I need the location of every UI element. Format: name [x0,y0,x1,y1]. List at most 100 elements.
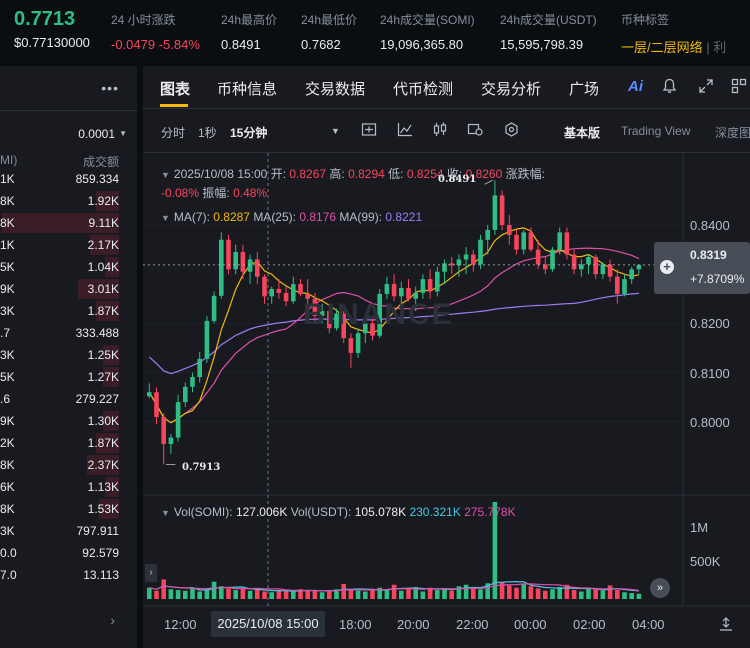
reset-scale-icon[interactable] [718,616,734,635]
tab-square[interactable]: 广场 [569,81,600,98]
ma25-label: MA(25): [253,210,296,224]
more-dots-icon[interactable]: ••• [101,80,119,96]
volume-bar [413,587,418,599]
orderbook-total: 797.911 [76,524,120,538]
tab-coin-info[interactable]: 币种信息 [217,81,278,98]
orderbook-row[interactable]: 3K 797.911 [0,520,137,542]
candle-body [571,254,577,270]
tab-trading-data[interactable]: 交易数据 [305,81,366,98]
line-tool-icon[interactable] [397,122,413,140]
x-tick-label: 00:00 [514,617,547,632]
ohlc-legend: ▼ 2025/10/08 15:00 开: 0.8267 高: 0.8294 低:… [161,165,641,202]
chevron-down-icon[interactable]: ▼ [119,129,127,138]
grid-icon[interactable] [731,78,747,98]
bell-icon[interactable] [662,78,677,98]
volume-bar [154,590,159,599]
chevron-left-icon[interactable]: › [145,564,157,582]
candle-body [593,256,598,275]
candle-body [586,256,591,265]
y-tick-label: 0.8400 [690,218,730,233]
vol-usdt-value: 105.078K [354,505,407,519]
stat-value: 0.7682 [301,37,341,52]
volume-bar [240,588,246,599]
orderbook-row[interactable]: 6K 1.13K [0,476,137,498]
candle-body [485,229,490,240]
orderbook-row[interactable]: .6 279.227 [0,388,137,410]
tab-chart[interactable]: 图表 [160,81,191,98]
ma99-line [148,292,639,375]
candle-style-icon[interactable] [432,122,448,140]
orderbook-row[interactable]: 8K 9.11K [0,212,137,234]
orderbook-row[interactable]: 9K 1.30K [0,410,137,432]
candle-body [211,295,217,321]
candle-body [154,392,159,417]
vol-usdt-label: Vol(USDT): [290,505,352,519]
collapse-caret-icon[interactable]: ▼ [161,213,170,223]
orderbook-row[interactable]: 8K 1.53K [0,498,137,520]
orderbook-amount: .6 [0,392,11,406]
orderbook-row[interactable]: 2K 1.87K [0,432,137,454]
timeframe-line[interactable]: 分时 [161,126,186,140]
dropdown-caret-icon[interactable]: ▼ [331,126,340,136]
settings-icon[interactable] [467,122,483,140]
current-change: +7.8709% [690,272,745,286]
tick-size-select[interactable]: 0.0001 [78,127,115,141]
volume-bar [528,586,534,599]
depth-bar [99,499,119,519]
view-depth[interactable]: 深度图 [715,126,750,140]
volume-bar [427,587,433,599]
timeframe-1s[interactable]: 1秒 [198,126,217,140]
volume-bar [219,586,224,599]
orderbook-row[interactable]: 5K 1.27K [0,366,137,388]
legend-high-label: 高: [329,167,345,181]
volume-bar [211,581,217,599]
orderbook-row[interactable]: 3K 1.25K [0,344,137,366]
tab-token-check[interactable]: 代币检测 [393,81,454,98]
ai-icon[interactable]: Ai [628,78,643,95]
volume-bar [435,590,440,599]
vol-tick-label: 500K [690,554,721,569]
candle-body [543,264,548,270]
volume-bar [550,589,555,599]
legend-open: 0.8267 [289,167,327,181]
candle-body [550,249,555,270]
collapse-caret-icon[interactable]: ▼ [161,508,170,518]
collapse-caret-icon[interactable]: ▼ [161,170,170,180]
last-price: 0.7713 [14,8,76,30]
orderbook-row[interactable]: .7 333.488 [0,322,137,344]
orderbook-total: 1.87K [87,436,119,450]
candle-body [528,232,534,250]
orderbook-row[interactable]: 8K 1.92K [0,190,137,212]
orderbook-row[interactable]: 7.0 13.113 [0,564,137,586]
volume-bar [291,591,296,599]
volume-bar [327,590,332,599]
orderbook-row[interactable]: 1K 2.17K [0,234,137,256]
coin-tag-link[interactable]: 一层/二层网络 | 利 [621,37,750,56]
volume-bar [197,591,202,599]
candle-body [420,279,426,293]
add-alert-icon[interactable]: + [660,260,674,274]
orderbook-row[interactable]: 8K 2.37K [0,454,137,476]
orderbook-row[interactable]: 1K 859.334 [0,168,137,190]
orderbook-row[interactable]: 3K 1.87K [0,300,137,322]
candlestick-chart[interactable] [143,153,750,648]
orderbook-row[interactable]: 0.0 92.579 [0,542,137,564]
view-basic[interactable]: 基本版 [564,126,601,140]
hexagon-icon[interactable] [504,122,519,140]
view-tradingview[interactable]: Trading View [621,124,691,138]
chevron-right-icon[interactable]: › [110,612,115,628]
timeframe-15m[interactable]: 15分钟 [230,126,268,140]
volume-bar [449,590,454,599]
x-tick-label: 02:00 [573,617,606,632]
x-tick-label: 04:00 [632,617,665,632]
stat-coin-tag[interactable]: 币种标签 一层/二层网络 | 利 [621,11,750,56]
expand-icon[interactable] [698,78,714,98]
candle-body [507,225,512,235]
tab-trade-analysis[interactable]: 交易分析 [481,81,542,98]
orderbook-row[interactable]: 9K 3.01K [0,278,137,300]
orderbook-row[interactable]: 5K 1.04K [0,256,137,278]
scroll-right-icon[interactable]: » [650,578,670,598]
divider [143,108,750,109]
candle-body [255,259,260,277]
indicator-icon[interactable] [361,122,377,140]
